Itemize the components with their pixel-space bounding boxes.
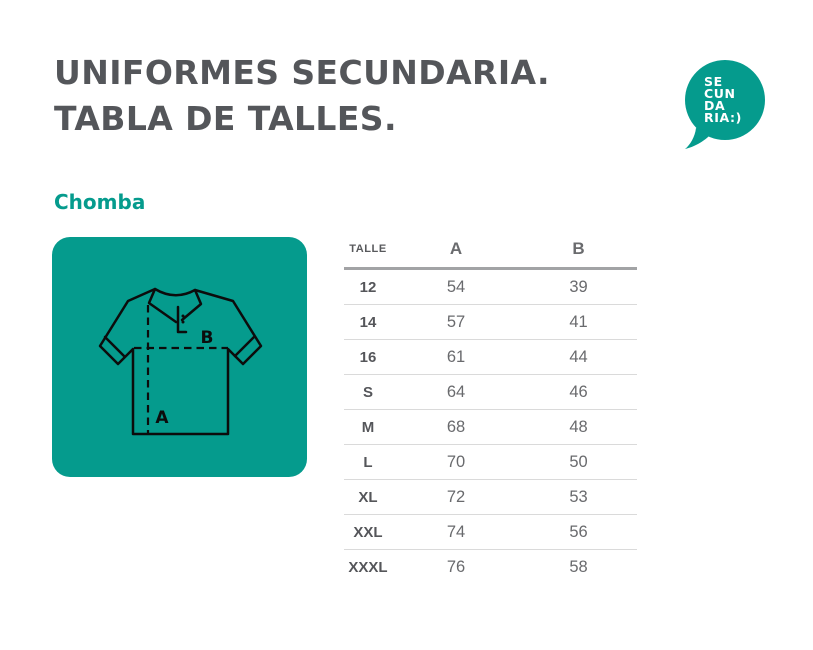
cell-b: 50 xyxy=(569,452,588,471)
table-row: M 68 48 xyxy=(344,410,637,445)
left-cuff-line xyxy=(103,335,126,358)
cell-b: 58 xyxy=(569,558,588,576)
cell-b: 53 xyxy=(569,487,588,506)
cell-talle: L xyxy=(363,453,373,471)
secundaria-logo: SE CUN DA RIA:) xyxy=(685,60,765,149)
logo-text-line2: CUN xyxy=(704,86,736,101)
page-title-line1: UNIFORMES SECUNDARIA. xyxy=(54,53,550,92)
placket-line xyxy=(176,305,188,334)
collar-right-flap xyxy=(180,288,203,322)
cell-b: 39 xyxy=(569,277,588,296)
cell-b: 41 xyxy=(569,312,588,331)
cell-a: 74 xyxy=(446,522,466,541)
cell-talle: XL xyxy=(358,488,378,506)
button-dot-1 xyxy=(181,314,185,318)
column-header-a: A xyxy=(449,238,463,258)
cell-a: 76 xyxy=(446,558,466,576)
size-table: TALLE A B 12 54 39 14 57 41 16 61 44 S 6… xyxy=(344,230,637,585)
column-header-talle: TALLE xyxy=(349,242,387,255)
table-row: 14 57 41 xyxy=(344,305,637,340)
logo-text-line3: DA xyxy=(704,98,725,113)
page-title-line2: TABLA DE TALLES. xyxy=(54,99,397,138)
table-row: L 70 50 xyxy=(344,445,637,480)
garment-diagram-panel: A B xyxy=(52,237,307,477)
table-row: XXXL 76 58 xyxy=(344,550,637,585)
table-row: XL 72 53 xyxy=(344,480,637,515)
cell-talle: 12 xyxy=(359,278,377,296)
button-dot-2 xyxy=(181,320,185,324)
logo-text-line4: RIA:) xyxy=(704,110,742,125)
collar-left-flap xyxy=(147,287,178,324)
cell-a: 72 xyxy=(446,487,466,506)
column-header-b: B xyxy=(572,238,585,258)
cell-b: 46 xyxy=(569,382,588,401)
cell-talle: XXL xyxy=(353,523,383,541)
cell-talle: XXXL xyxy=(348,559,388,576)
cell-a: 54 xyxy=(446,277,466,296)
logo-text-line1: SE xyxy=(704,74,723,89)
polo-shirt-diagram: A B xyxy=(98,287,263,436)
size-table-header: TALLE A B xyxy=(344,230,637,270)
table-row: 12 54 39 xyxy=(344,270,637,305)
shirt-outline xyxy=(98,287,263,436)
right-cuff-line xyxy=(233,335,256,358)
cell-a: 61 xyxy=(446,347,466,366)
cell-talle: M xyxy=(361,418,375,436)
table-row: XXL 74 56 xyxy=(344,515,637,550)
section-heading: Chomba xyxy=(54,190,146,214)
logo-text: SE CUN DA RIA:) xyxy=(704,74,742,125)
logo-bubble-tail xyxy=(685,128,713,149)
logo-bubble-circle xyxy=(685,60,765,140)
label-a: A xyxy=(155,408,169,428)
cell-b: 48 xyxy=(569,417,588,436)
table-row: 16 61 44 xyxy=(344,340,637,375)
cell-a: 68 xyxy=(446,417,466,436)
cell-talle: 14 xyxy=(359,313,377,331)
cell-b: 44 xyxy=(569,347,588,366)
cell-talle: 16 xyxy=(359,348,377,366)
cell-talle: S xyxy=(362,383,373,401)
cell-a: 70 xyxy=(446,452,466,471)
cell-b: 56 xyxy=(569,522,588,541)
label-b: B xyxy=(201,328,214,348)
cell-a: 64 xyxy=(446,382,466,401)
table-row: S 64 46 xyxy=(344,375,637,410)
cell-a: 57 xyxy=(446,312,466,331)
page-title: UNIFORMES SECUNDARIA. TABLA DE TALLES. xyxy=(54,50,550,142)
